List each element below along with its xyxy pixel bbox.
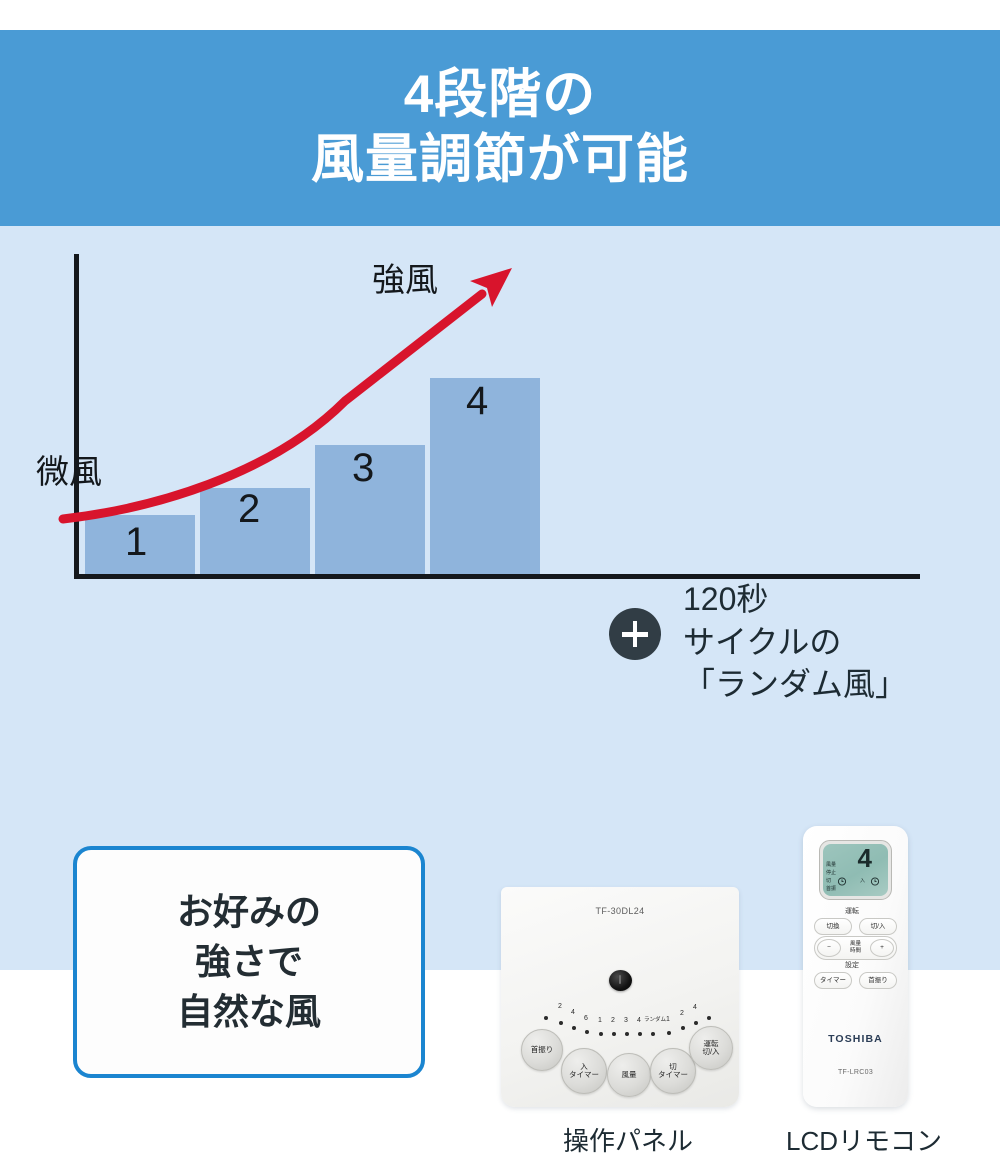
led-label-on-4: 4	[571, 1009, 575, 1016]
remote-button-minus[interactable]: −	[817, 939, 841, 957]
panel-button-fan-speed-label: 風量	[621, 1069, 637, 1079]
chart-y-axis	[74, 254, 79, 578]
panel-button-oscillate-label: 首振り	[530, 1044, 554, 1054]
control-panel-photo: TF-30DL24 2 4 6 1 2 3 4 ランダム 1 2	[501, 887, 739, 1107]
led-label-on-6: 6	[584, 1015, 588, 1022]
panel-button-off-timer[interactable]: 切 タイマー	[650, 1048, 696, 1094]
lcd-screen-frame: 4 風量 停止 切 入 首振	[819, 840, 892, 900]
panel-button-power-label-top: 運転	[703, 1038, 719, 1048]
led-label-speed-3: 3	[624, 1017, 628, 1024]
caption-control-panel: 操作パネル	[563, 1126, 694, 1156]
callout-line-3: 自然な風	[176, 990, 321, 1032]
led-label-speed-4: 4	[637, 1017, 641, 1024]
remote-button-plus-label: +	[880, 944, 884, 952]
toshiba-brand-logo: TOSHIBA	[828, 1033, 883, 1045]
bar-label-2: 2	[238, 487, 261, 531]
lcd-indicator-off: 切	[826, 878, 832, 884]
lcd-screen: 4 風量 停止 切 入 首振	[823, 844, 888, 896]
panel-button-on-timer[interactable]: 入 タイマー	[561, 1048, 607, 1094]
led-label-off-4: 4	[693, 1004, 697, 1011]
random-wind-line-3: 「ランダム風」	[683, 666, 908, 703]
led-label-speed-1: 1	[598, 1017, 602, 1024]
led-indicator	[585, 1030, 589, 1034]
led-indicator	[638, 1032, 642, 1036]
led-indicator	[681, 1026, 685, 1030]
random-wind-line-2: サイクルの	[683, 623, 842, 660]
control-panel-model-number: TF-30DL24	[595, 906, 645, 916]
remote-adjust-label-fan: 風量	[849, 941, 861, 947]
banner-title-line-2: 風量調節が可能	[311, 130, 689, 189]
remote-button-timer-label: タイマー	[820, 976, 846, 984]
remote-button-plus[interactable]: +	[870, 939, 894, 957]
callout-line-1: お好みの	[176, 891, 321, 933]
callout-line-2: 強さで	[194, 941, 303, 983]
caption-lcd-remote: LCDリモコン	[786, 1126, 943, 1156]
strong-wind-label: 強風	[372, 261, 438, 298]
chart-x-axis	[74, 574, 920, 579]
panel-button-power[interactable]: 運転 切/入	[689, 1026, 733, 1070]
panel-button-off-timer-label-bottom: タイマー	[658, 1070, 688, 1079]
random-wind-line-1: 120秒	[683, 581, 769, 617]
bar-label-1: 1	[125, 520, 148, 564]
led-indicator	[572, 1026, 576, 1030]
bar-label-4: 4	[466, 379, 489, 423]
led-indicator	[625, 1032, 629, 1036]
led-indicator	[694, 1021, 698, 1025]
led-label-speed-2: 2	[611, 1017, 615, 1024]
led-label-off-1: 1	[666, 1016, 670, 1023]
bar-level-1	[85, 515, 195, 574]
led-indicator	[651, 1032, 655, 1036]
header-banner: 4段階の 風量調節が可能	[0, 30, 1000, 226]
lcd-indicator-on: 入	[860, 878, 866, 884]
remote-group-label-setting: 設定	[845, 962, 859, 969]
panel-button-on-timer-label-bottom: タイマー	[569, 1070, 599, 1079]
remote-button-power-label: 切/入	[870, 922, 886, 930]
led-indicator	[599, 1032, 603, 1036]
remote-button-swing-label: 首振り	[868, 976, 888, 984]
remote-button-mode[interactable]: 切換	[814, 918, 852, 935]
panel-button-on-timer-label-top: 入	[580, 1061, 588, 1071]
banner-title-line-1: 4段階の	[403, 65, 597, 125]
fan-speed-bar-chart: 1 2 3 4 微風 強風	[0, 226, 920, 586]
lcd-fan-speed-value: 4	[857, 844, 872, 873]
panel-button-oscillate[interactable]: 首振り	[521, 1029, 563, 1071]
remote-button-minus-label: −	[827, 944, 831, 952]
remote-button-timer[interactable]: タイマー	[814, 972, 852, 989]
led-label-off-2: 2	[680, 1010, 684, 1017]
lcd-indicator-fan-volume: 風量	[826, 862, 837, 868]
led-label-on-2: 2	[558, 1003, 562, 1010]
remote-adjust-center-labels: 風量 時間	[815, 941, 896, 954]
led-indicator	[559, 1021, 563, 1025]
infographic-page: 4段階の 風量調節が可能 1 2 3 4 微風 強風 120秒	[0, 30, 1000, 1156]
lcd-indicator-stop: 停止	[826, 870, 837, 876]
lcd-remote-photo: 4 風量 停止 切 入 首振 運転	[803, 826, 908, 1107]
led-label-speed-random: ランダム	[644, 1017, 667, 1023]
weak-wind-label: 微風	[36, 453, 102, 490]
led-indicator	[667, 1031, 671, 1035]
bar-label-3: 3	[352, 446, 375, 490]
panel-button-off-timer-label-top: 切	[669, 1061, 677, 1071]
plus-icon	[609, 608, 661, 660]
remote-button-power[interactable]: 切/入	[859, 918, 897, 935]
rotary-knob-icon	[609, 970, 632, 991]
panel-button-fan-speed[interactable]: 風量	[607, 1053, 651, 1097]
preference-callout-box: お好みの 強さで 自然な風	[73, 846, 425, 1078]
remote-adjust-label-time: 時間	[849, 947, 861, 954]
clock-icon	[837, 877, 847, 886]
clock-icon	[870, 877, 880, 886]
remote-group-label-operation: 運転	[845, 908, 859, 915]
lcd-indicator-swing: 首振	[826, 886, 837, 892]
remote-button-swing[interactable]: 首振り	[859, 972, 897, 989]
led-indicator	[544, 1016, 548, 1020]
random-wind-text: 120秒 サイクルの 「ランダム風」	[683, 578, 983, 706]
remote-model-number: TF-LRC03	[837, 1069, 874, 1076]
led-indicator	[612, 1032, 616, 1036]
panel-button-power-label-bottom: 切/入	[702, 1047, 720, 1056]
led-indicator	[707, 1016, 711, 1020]
body-area: 1 2 3 4 微風 強風 120秒 サイクルの 「ランダム風」 お好みの 強さ…	[0, 226, 1000, 1156]
remote-button-mode-label: 切換	[826, 922, 840, 930]
